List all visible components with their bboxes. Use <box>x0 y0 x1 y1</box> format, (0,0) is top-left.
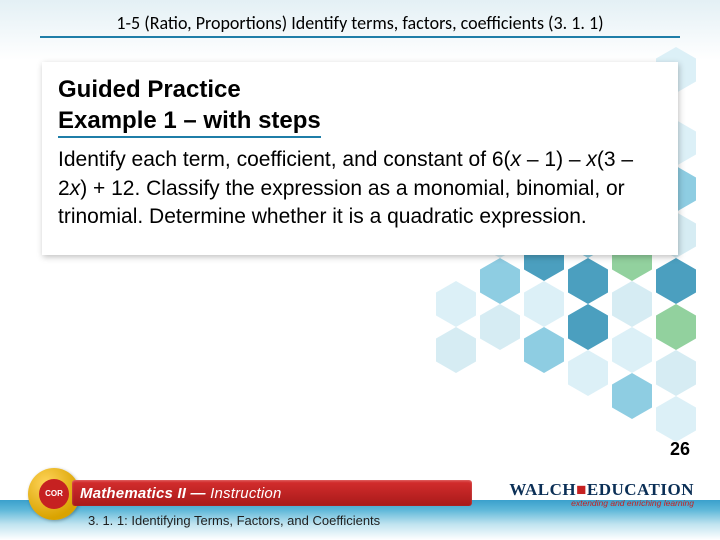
content-card: Guided Practice Example 1 – with steps I… <box>42 62 678 255</box>
series-title-bar: Mathematics II — Instruction <box>72 480 472 506</box>
slide-title: 1-5 (Ratio, Proportions) Identify terms,… <box>40 12 680 38</box>
slide-title-bar: 1-5 (Ratio, Proportions) Identify terms,… <box>40 12 680 38</box>
walch-logo: WALCH■EDUCATION extending and enriching … <box>509 480 694 508</box>
series-title: Mathematics II — Instruction <box>80 485 282 502</box>
footer-subtitle: 3. 1. 1: Identifying Terms, Factors, and… <box>88 513 380 528</box>
page-number: 26 <box>670 439 690 460</box>
example-heading: Example 1 – with steps <box>58 105 321 138</box>
walch-name: WALCH■EDUCATION <box>509 480 694 500</box>
problem-statement: Identify each term, coefficient, and con… <box>58 146 662 231</box>
guided-practice-heading: Guided Practice <box>58 74 662 105</box>
footer: COR Mathematics II — Instruction 3. 1. 1… <box>0 468 720 540</box>
